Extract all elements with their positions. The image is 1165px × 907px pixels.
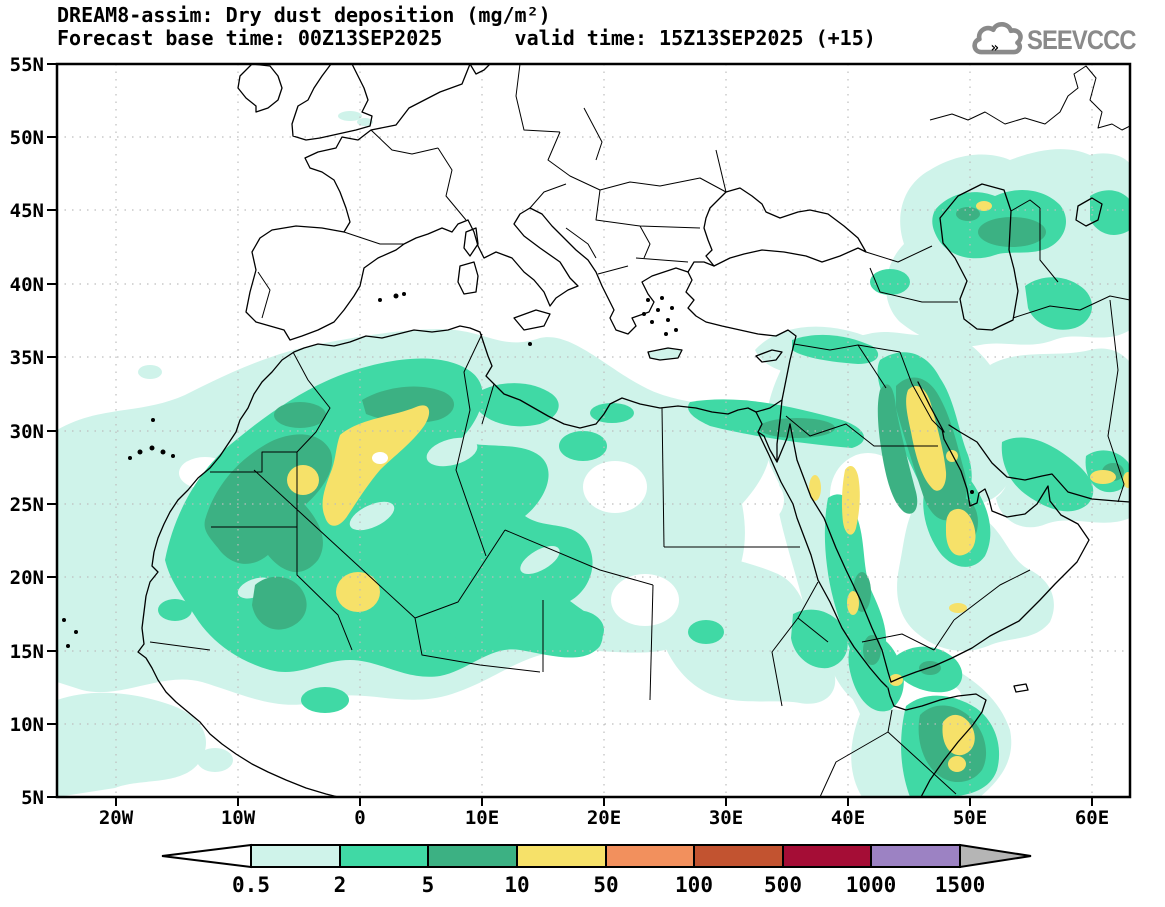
- map-title: DREAM8-assim: Dry dust deposition (mg/m²…: [57, 3, 551, 27]
- lat-ticks: [47, 63, 57, 798]
- colorbar-label: 1000: [846, 873, 897, 897]
- colorbar-label: 500: [764, 873, 802, 897]
- colorbar-segment: [870, 844, 961, 868]
- lat-label: 15N: [10, 641, 44, 663]
- logo-text: SEEVCCC: [1027, 24, 1137, 55]
- colorbar-labels: 0.5 2 5 10 50 100 500 1000 1500: [232, 873, 985, 897]
- colorbar-underflow-arrow: [161, 843, 252, 869]
- colorbar-overflow-arrow: [959, 843, 1032, 869]
- lon-label: 10W: [221, 807, 256, 829]
- colorbar-label: 100: [675, 873, 713, 897]
- colorbar-label: 50: [593, 873, 618, 897]
- country-borders: [149, 64, 1130, 797]
- lon-label: 20W: [99, 807, 134, 829]
- colorbar-segment: [250, 844, 341, 868]
- lat-label: 45N: [10, 200, 44, 222]
- lat-label: 50N: [10, 127, 44, 149]
- lon-label: 60E: [1075, 807, 1109, 829]
- lon-label: 0: [354, 807, 365, 829]
- lat-label: 30N: [10, 421, 44, 443]
- lon-axis-labels: 20W 10W 0 10E 20E 30E 40E 50E 60E: [99, 807, 1109, 829]
- small-islands: [62, 292, 974, 648]
- colorbar-label: 0.5: [232, 873, 270, 897]
- colorbar-segment: [339, 844, 429, 868]
- lat-axis-labels: 55N 50N 45N 40N 35N 30N 25N 20N 15N 10N …: [10, 54, 44, 809]
- colorbar: [161, 843, 1032, 869]
- lat-label: 5N: [21, 787, 44, 809]
- lat-label: 55N: [10, 54, 44, 76]
- lat-label: 40N: [10, 274, 44, 296]
- lat-label: 10N: [10, 714, 44, 736]
- lat-label: 25N: [10, 494, 44, 516]
- colorbar-label: 2: [334, 873, 347, 897]
- cloud-chevrons: »: [991, 40, 999, 56]
- colorbar-label: 5: [422, 873, 435, 897]
- seevccc-logo: » SEEVCCC: [971, 20, 1151, 60]
- colorbar-label: 1500: [935, 873, 986, 897]
- dust-level-10-50: [287, 201, 1130, 772]
- lon-label: 10E: [465, 807, 499, 829]
- lon-label: 20E: [587, 807, 621, 829]
- lon-label: 50E: [953, 807, 987, 829]
- cloud-icon: »: [972, 22, 1024, 56]
- coastlines: [137, 64, 1130, 797]
- lat-label: 35N: [10, 347, 44, 369]
- colorbar-segment: [693, 844, 784, 868]
- lon-ticks: [115, 797, 1093, 806]
- colorbar-label: 10: [504, 873, 529, 897]
- colorbar-segment: [427, 844, 518, 868]
- colorbar-segment: [782, 844, 872, 868]
- lat-label: 20N: [10, 567, 44, 589]
- yellow-core-hole: [372, 452, 388, 464]
- colorbar-segment: [516, 844, 607, 868]
- map-subtitle: Forecast base time: 00Z13SEP2025 valid t…: [57, 26, 876, 50]
- lon-label: 40E: [831, 807, 865, 829]
- colorbar-segment: [605, 844, 695, 868]
- map-frame: [47, 62, 1132, 806]
- lon-label: 30E: [709, 807, 743, 829]
